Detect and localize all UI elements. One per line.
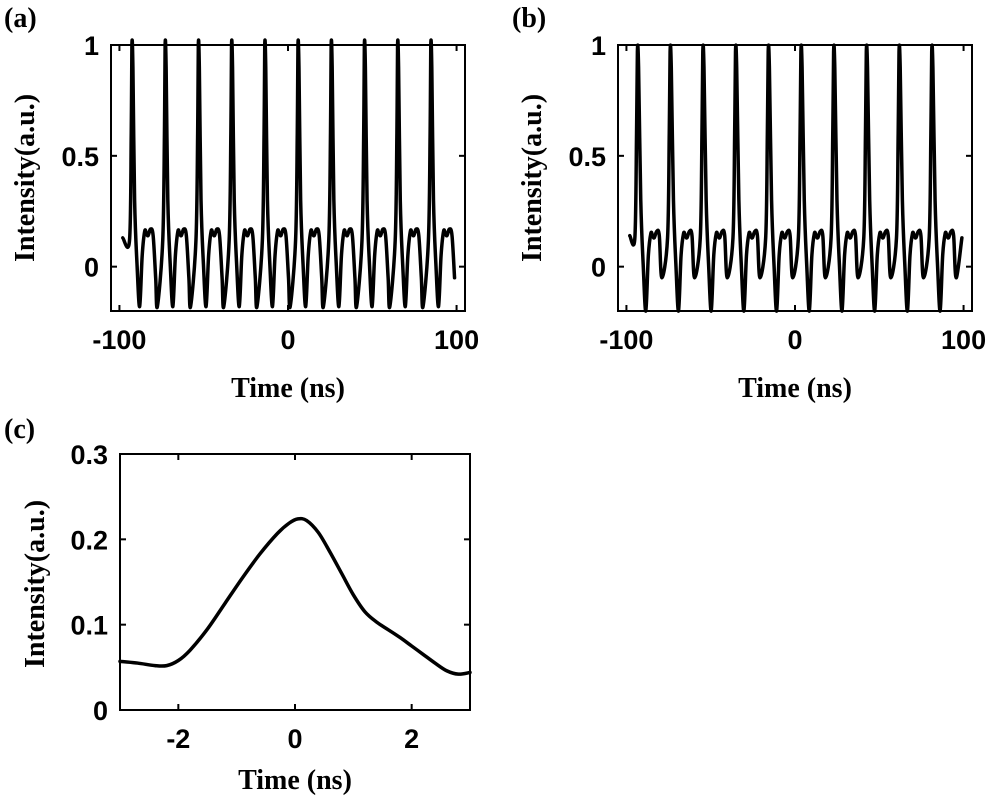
x-tick-label: -2 <box>166 724 190 754</box>
panel-c: (c) -2 0 2 0 0.1 0.2 0.3 Time (ns) Intensity(… <box>4 414 472 796</box>
panel-label-a: (a) <box>4 3 37 34</box>
x-tick-label: 100 <box>941 325 986 355</box>
y-tick-label: 0 <box>84 253 99 283</box>
x-tick-label: 100 <box>434 325 479 355</box>
x-axis-label-a: Time (ns) <box>231 373 345 404</box>
y-tick-label: 0 <box>93 696 108 726</box>
y-tick-label: 0 <box>591 253 606 283</box>
panel-a: (a) -100 0 100 00.51 Time (ns) Intensity(a… <box>4 3 479 404</box>
x-axis-label-c: Time (ns) <box>238 765 352 796</box>
y-ticks-a: 00.51 <box>61 31 465 283</box>
series-line-b <box>628 43 964 313</box>
x-tick-label: -100 <box>599 325 653 355</box>
y-tick-label: 0.5 <box>568 142 606 172</box>
y-tick-label: 0.3 <box>70 440 108 470</box>
x-ticks-c: -2 0 2 <box>166 454 419 754</box>
x-tick-label: 0 <box>787 325 802 355</box>
y-axis-label-c: Intensity(a.u.) <box>20 500 51 668</box>
panel-label-b: (b) <box>512 3 546 34</box>
y-tick-label: 0.1 <box>70 611 108 641</box>
y-tick-label: 1 <box>591 31 606 61</box>
x-tick-label: 0 <box>287 724 302 754</box>
series-line-c <box>118 516 472 676</box>
x-axis-label-b: Time (ns) <box>738 373 852 404</box>
x-ticks-b: -100 0 100 <box>599 45 986 355</box>
y-axis-label-b: Intensity(a.u.) <box>517 94 548 262</box>
x-tick-label: 2 <box>404 724 419 754</box>
plot-a: -100 0 100 00.51 <box>61 31 479 355</box>
y-ticks-b: 00.51 <box>568 31 972 283</box>
y-tick-label: 0.5 <box>61 142 99 172</box>
y-axis-label-a: Intensity(a.u.) <box>10 94 41 262</box>
panel-b: (b) -100 0 100 00.51 Time (ns) Intensity(a… <box>512 3 986 404</box>
panel-label-c: (c) <box>4 414 35 445</box>
plot-frame-c <box>119 453 471 711</box>
plot-c: -2 0 2 0 0.1 0.2 0.3 <box>70 440 472 754</box>
x-ticks-a: -100 0 100 <box>92 45 479 355</box>
series-line-a <box>121 38 457 310</box>
x-tick-label: 0 <box>280 325 295 355</box>
y-ticks-c: 0 0.1 0.2 0.3 <box>70 440 470 726</box>
y-tick-label: 1 <box>84 31 99 61</box>
x-tick-label: -100 <box>92 325 146 355</box>
y-tick-label: 0.2 <box>70 525 108 555</box>
plot-b: -100 0 100 00.51 <box>568 31 986 355</box>
